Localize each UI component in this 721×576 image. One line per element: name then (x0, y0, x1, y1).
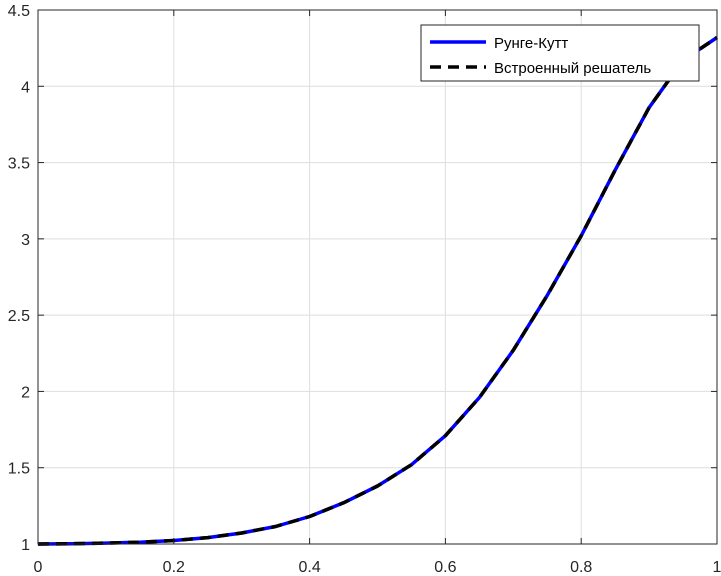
x-tick-label: 0.2 (163, 559, 185, 576)
x-axis-ticks: 0 0.2 0.4 0.6 0.8 1 (34, 10, 721, 576)
y-tick-label: 4.5 (8, 3, 30, 20)
y-axis-ticks: 1 1.5 2 2.5 3 3.5 4 4.5 (8, 3, 717, 554)
legend-label-series-0: Рунге-Кутт (494, 35, 568, 52)
legend-label-series-1: Встроенный решатель (494, 60, 651, 77)
legend-box (420, 24, 700, 82)
y-tick-label: 4 (21, 79, 30, 96)
plot-area (38, 10, 717, 544)
series-line-1 (37, 36, 718, 546)
series-layer (37, 36, 718, 546)
legend: Рунге-Кутт Встроенный решатель (420, 24, 700, 82)
y-tick-label: 2 (21, 384, 30, 401)
axes-box (37, 9, 718, 545)
y-tick-label: 2.5 (8, 308, 30, 325)
y-tick-label: 1 (21, 537, 30, 554)
x-tick-label: 0.6 (434, 559, 456, 576)
y-tick-label: 1.5 (8, 461, 30, 478)
x-tick-label: 0.8 (570, 559, 592, 576)
y-tick-label: 3 (21, 232, 30, 249)
y-tick-label: 3.5 (8, 156, 30, 173)
x-tick-label: 0.4 (298, 559, 320, 576)
x-tick-label: 1 (713, 559, 721, 576)
x-tick-label: 0 (34, 559, 43, 576)
